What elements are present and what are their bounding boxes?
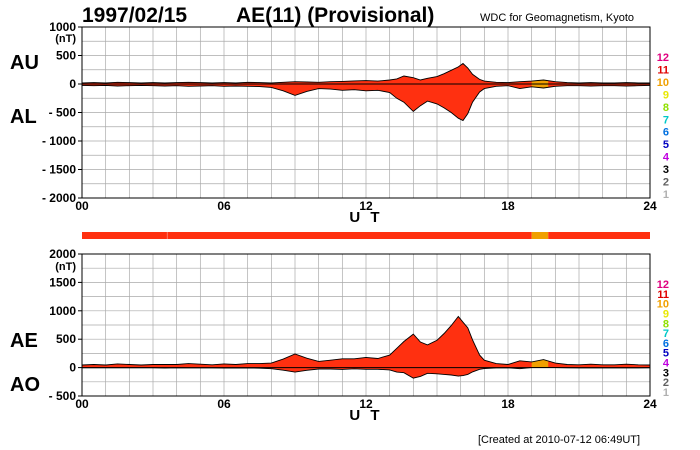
- series-line-ae: [81, 315, 651, 366]
- y-tick-label: 1000: [49, 20, 76, 34]
- legend-level-5: 5: [663, 348, 669, 360]
- unit-label: (nT): [55, 33, 76, 45]
- x-tick-label: 00: [75, 397, 89, 411]
- unit-label: (nT): [55, 261, 76, 273]
- upper-index-label: AU: [10, 52, 39, 74]
- legend-level-5: 5: [663, 139, 669, 151]
- y-tick-label: - 500: [49, 389, 77, 403]
- y-tick-label: 0: [69, 77, 76, 91]
- legend-level-7: 7: [663, 328, 669, 340]
- series-line-al: [81, 84, 651, 122]
- activity-segment: [548, 232, 650, 239]
- legend-level-11: 11: [657, 64, 669, 76]
- legend-level-8: 8: [663, 102, 669, 114]
- activity-segment: [531, 232, 549, 239]
- upper-index-label: AE: [10, 330, 38, 352]
- x-tick-label: 06: [217, 397, 231, 411]
- y-tick-label: 2000: [49, 247, 76, 261]
- x-axis-label: U T: [349, 209, 382, 226]
- title-date: 1997/02/15: [82, 4, 187, 27]
- legend-level-12: 12: [657, 279, 669, 291]
- y-tick-label: 500: [56, 332, 76, 346]
- legend-level-12: 12: [657, 52, 669, 64]
- plot-frame: [81, 253, 651, 397]
- legend-level-6: 6: [663, 338, 669, 350]
- legend-level-2: 2: [663, 377, 669, 389]
- legend-level-4: 4: [663, 358, 670, 370]
- legend-level-7: 7: [663, 114, 669, 126]
- footer-created: [Created at 2010-07-12 06:49UT]: [478, 434, 640, 446]
- y-tick-label: - 1500: [42, 163, 76, 177]
- legend-level-8: 8: [663, 318, 669, 330]
- activity-bar: [82, 232, 650, 239]
- series-line-au: [81, 62, 650, 84]
- area-fill: [82, 316, 650, 379]
- title-index: AE(11) (Provisional): [236, 4, 434, 27]
- y-tick-label: 500: [56, 49, 76, 63]
- legend-level-2: 2: [663, 177, 669, 189]
- x-tick-label: 12: [359, 397, 373, 411]
- x-tick-label: 18: [501, 199, 515, 213]
- legend-level-4: 4: [663, 152, 670, 164]
- x-tick-label: 06: [217, 199, 231, 213]
- legend-level-3: 3: [663, 367, 669, 379]
- legend-level-6: 6: [663, 127, 669, 139]
- y-tick-label: - 1000: [42, 134, 76, 148]
- title-source: WDC for Geomagnetism, Kyoto: [480, 12, 634, 24]
- x-tick-label: 24: [643, 397, 657, 411]
- area-fill-alt: [531, 359, 549, 368]
- x-tick-label: 24: [643, 199, 657, 213]
- y-tick-label: 0: [69, 361, 76, 375]
- x-tick-label: 18: [501, 397, 515, 411]
- lower-index-label: AO: [10, 374, 40, 396]
- legend-level-1: 1: [663, 387, 669, 399]
- legend-level-1: 1: [663, 189, 669, 201]
- y-tick-label: 1000: [49, 304, 76, 318]
- legend-level-11: 11: [657, 289, 669, 301]
- legend-level-9: 9: [663, 308, 669, 320]
- y-tick-label: - 500: [49, 106, 77, 120]
- activity-segment: [82, 232, 532, 239]
- x-axis-label: U T: [349, 407, 382, 424]
- x-tick-label: 12: [359, 199, 373, 213]
- legend-level-10: 10: [657, 77, 669, 89]
- legend-level-3: 3: [663, 164, 669, 176]
- legend-level-9: 9: [663, 89, 669, 101]
- y-tick-label: 1500: [49, 275, 76, 289]
- lower-index-label: AL: [10, 106, 37, 128]
- x-tick-label: 00: [75, 199, 89, 213]
- legend-level-10: 10: [657, 299, 669, 311]
- y-tick-label: - 2000: [42, 191, 76, 205]
